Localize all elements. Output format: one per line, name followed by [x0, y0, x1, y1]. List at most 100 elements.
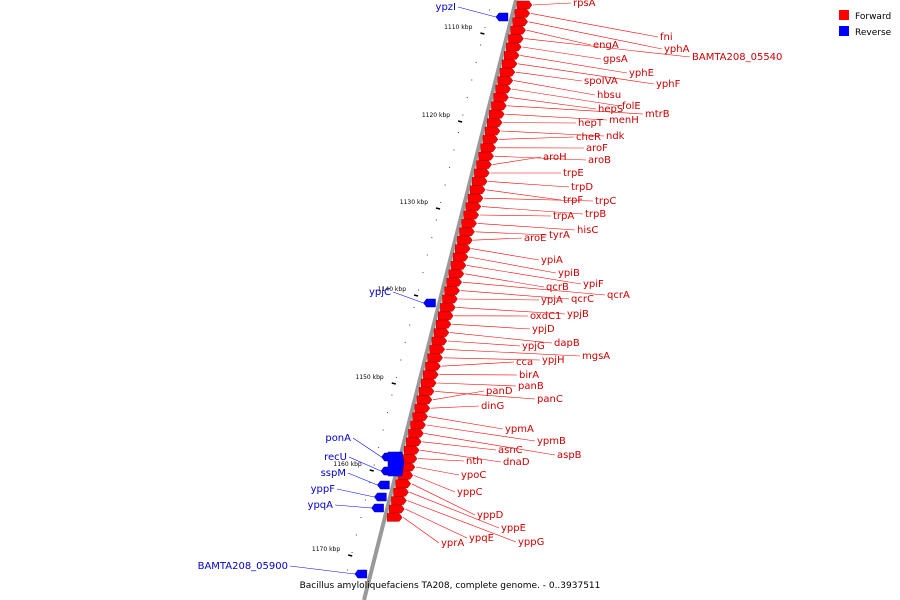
gene-leader-line — [530, 13, 659, 38]
scale-minor-tick — [484, 26, 486, 29]
gene-arrow-forward — [410, 420, 426, 430]
scale-tick-label: 1150 kbp — [355, 374, 383, 381]
gene-leader-line — [505, 113, 608, 121]
gene-arrow-forward — [469, 185, 486, 195]
gene-arrow-forward — [510, 25, 526, 35]
gene-arrow-forward — [472, 177, 488, 186]
gene-arrow-forward — [459, 227, 475, 237]
scale-minor-tick — [444, 184, 446, 186]
gene-label-forward: aspB — [557, 450, 582, 461]
gene-label-reverse: ponA — [325, 433, 351, 444]
gene-label-reverse: ypjC — [369, 287, 391, 298]
gene-label-forward: aroH — [543, 152, 567, 163]
gene-arrow-forward — [435, 319, 452, 329]
gene-label-forward: fni — [660, 32, 673, 43]
gene-leader-line — [501, 130, 605, 137]
gene-arrow-forward — [427, 353, 443, 363]
scale-tick-label: 1140 kbp — [378, 286, 406, 293]
gene-leader-line — [352, 437, 382, 458]
gene-label-forward: yprA — [441, 538, 464, 549]
gene-label-forward: asnC — [498, 445, 523, 456]
gene-arrow-forward — [455, 244, 471, 253]
gene-leader-line — [469, 256, 557, 274]
gene-leader-line — [432, 390, 485, 401]
gene-label-forward: panB — [518, 381, 544, 392]
gene-label-forward: yppG — [518, 537, 544, 548]
gene-arrow-forward — [465, 202, 482, 211]
scale-tick — [391, 382, 396, 385]
gene-label-forward: trpD — [571, 182, 593, 193]
gene-leader-line — [456, 307, 566, 315]
gene-arrow-forward — [429, 345, 446, 354]
genome-backbone — [362, 0, 518, 600]
scale-tick — [413, 294, 419, 297]
gene-label-forward: engA — [593, 40, 619, 51]
gene-label-forward: nth — [466, 456, 483, 467]
gene-arrow-forward — [482, 135, 499, 144]
gene-arrow-forward — [497, 76, 514, 85]
gene-label-forward: mtrB — [645, 109, 670, 120]
gene-leader-line — [452, 323, 531, 330]
gene-label-reverse: ypzI — [436, 2, 456, 13]
scale-tick — [457, 120, 463, 123]
scale-minor-tick — [404, 341, 406, 344]
gene-label-forward: ndk — [606, 131, 625, 142]
scale-tick-label: 1160 kbp — [333, 461, 361, 468]
gene-label-reverse: BAMTA208_05900 — [198, 561, 288, 572]
gene-arrow-forward — [508, 34, 524, 43]
gene-leader-line — [348, 456, 382, 472]
gene-leader-line — [407, 500, 517, 543]
gene-label-forward: trpB — [585, 209, 606, 220]
gene-leader-line — [443, 357, 541, 361]
scale-minor-tick — [448, 166, 451, 169]
gene-leader-line — [473, 237, 523, 241]
scale-minor-tick — [391, 394, 393, 396]
gene-leader-line — [471, 248, 540, 261]
scale-minor-tick — [471, 79, 473, 81]
gene-arrow-forward — [389, 504, 405, 514]
scale-minor-tick — [360, 516, 362, 519]
gene-leader-line — [413, 475, 456, 493]
gene-leader-line — [524, 38, 691, 58]
gene-leader-line — [411, 483, 476, 516]
gene-label-forward: trpC — [595, 196, 616, 207]
gene-arrow-forward — [414, 403, 431, 413]
gene-label-forward: aroE — [524, 233, 546, 244]
gene-label-forward: ypjH — [542, 355, 565, 366]
gene-label-forward: trpA — [553, 211, 574, 222]
scale-minor-tick — [417, 289, 420, 291]
gene-leader-line — [464, 273, 545, 288]
gene-label-forward: ypqE — [469, 533, 494, 544]
gene-arrow-forward — [403, 445, 420, 455]
gene-leader-line — [526, 29, 592, 46]
gene-label-forward: hisC — [577, 225, 598, 236]
gene-leader-line — [449, 332, 553, 344]
gene-label-forward: cheR — [576, 132, 601, 143]
gene-leader-line — [430, 405, 480, 409]
scale-tick — [347, 554, 353, 557]
gene-label-forward: folE — [622, 101, 641, 112]
gene-label-forward: ypjG — [522, 341, 545, 352]
gene-label-forward: panC — [537, 394, 563, 405]
gene-leader-line — [477, 223, 576, 231]
gene-arrow-forward — [514, 9, 531, 18]
scale-minor-tick — [364, 499, 366, 501]
gene-arrow-forward — [489, 109, 505, 119]
gene-leader-line — [415, 466, 460, 476]
gene-leader-line — [441, 361, 515, 367]
gene-leader-line — [488, 181, 570, 188]
scale-tick-label: 1110 kbp — [444, 24, 472, 31]
gene-leader-line — [475, 231, 548, 236]
gene-arrow-forward — [406, 437, 422, 447]
gene-label-forward: mgsA — [582, 351, 610, 362]
gene-label-forward: hepS — [598, 104, 623, 115]
gene-leader-line — [520, 55, 628, 74]
gene-leader-line — [426, 424, 536, 442]
gene-label-forward: ypmA — [505, 424, 534, 435]
gene-arrow-forward — [503, 51, 520, 60]
gene-leader-line — [336, 488, 375, 498]
gene-label-forward: ypiB — [558, 268, 580, 279]
legend-label-reverse: Reverse — [855, 28, 892, 38]
gene-arrow-forward — [386, 513, 403, 522]
